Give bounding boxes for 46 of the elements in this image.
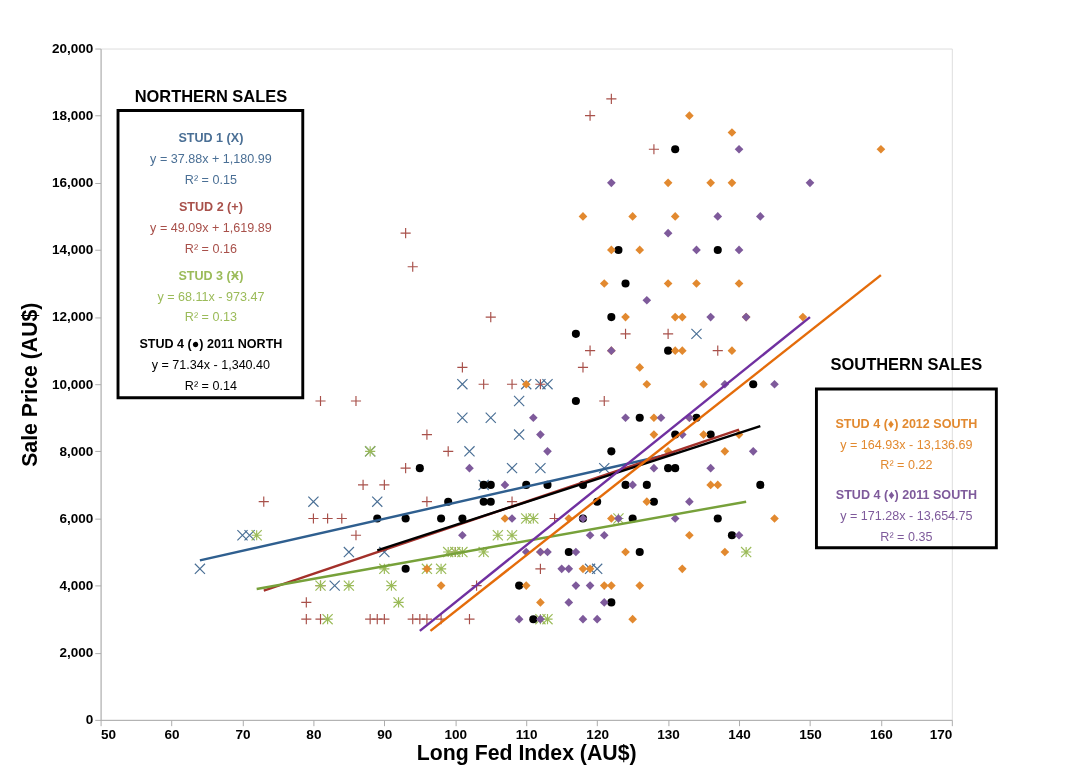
x-tick-label: 110 bbox=[515, 726, 538, 742]
x-tick-label: 140 bbox=[728, 726, 751, 742]
text: STUD 4 (♦) 2012 SOUTH bbox=[835, 416, 978, 431]
x-tick-label: 150 bbox=[799, 726, 822, 742]
x-tick-label: 70 bbox=[235, 726, 251, 742]
text: STUD 2 (+) bbox=[178, 200, 243, 215]
x-tick-label: 50 bbox=[101, 726, 117, 742]
annotation: R² = 0.14 bbox=[184, 379, 237, 394]
x-axis-title: Long Fed Index (AU$) bbox=[416, 741, 637, 766]
y-tick-label: 12,000 bbox=[51, 309, 94, 325]
annotation: R² = 0.16 bbox=[184, 241, 237, 256]
annotation: y = 171.28x - 13,654.75 bbox=[840, 509, 973, 524]
y-tick-label: 6,000 bbox=[59, 510, 94, 526]
y-tick-label: 14,000 bbox=[51, 242, 94, 258]
annotation: y = 68.11x - 973.47 bbox=[157, 289, 265, 304]
x-tick-label: 120 bbox=[586, 726, 609, 742]
annotation: y = 164.93x - 13,136.69 bbox=[840, 437, 973, 452]
y-tick-label: 20,000 bbox=[51, 40, 94, 56]
y-tick-label: 4,000 bbox=[59, 577, 94, 593]
annotation: SOUTHERN SALES bbox=[830, 354, 983, 373]
text: STUD 3 (Ӿ) bbox=[178, 268, 244, 283]
x-tick-label: 170 bbox=[929, 726, 953, 742]
annotation: R² = 0.35 bbox=[880, 529, 933, 544]
x-tick-label: 90 bbox=[377, 726, 393, 742]
y-tick-label: 10,000 bbox=[51, 376, 94, 392]
y-axis-title: Sale Price (AU$) bbox=[18, 302, 43, 467]
x-tick-label: 60 bbox=[164, 726, 180, 742]
x-tick-label: 160 bbox=[870, 726, 893, 742]
annotation: R² = 0.13 bbox=[184, 310, 237, 325]
annotation: NORTHERN SALES bbox=[134, 86, 288, 105]
annotation: y = 37.88x + 1,180.99 bbox=[150, 152, 272, 167]
y-tick-label: 16,000 bbox=[51, 175, 94, 191]
text: STUD 1 (X) bbox=[178, 131, 244, 146]
y-tick-label: 0 bbox=[85, 712, 94, 728]
y-tick-label: 8,000 bbox=[59, 443, 94, 459]
text: STUD 4 (♦) 2011 SOUTH bbox=[835, 488, 977, 503]
annotation: R² = 0.22 bbox=[880, 458, 933, 473]
annotation: y = 71.34x - 1,340.40 bbox=[151, 358, 271, 373]
annotation: y = 49.09x + 1,619.89 bbox=[150, 220, 272, 235]
x-tick-label: 100 bbox=[444, 726, 468, 742]
y-tick-label: 2,000 bbox=[59, 645, 94, 661]
x-tick-label: 80 bbox=[306, 726, 322, 742]
x-tick-label: 130 bbox=[657, 726, 680, 742]
text: STUD 4 (●) 2011 NORTH bbox=[139, 337, 283, 352]
y-tick-label: 18,000 bbox=[51, 108, 94, 124]
annotation: R² = 0.15 bbox=[184, 172, 237, 187]
